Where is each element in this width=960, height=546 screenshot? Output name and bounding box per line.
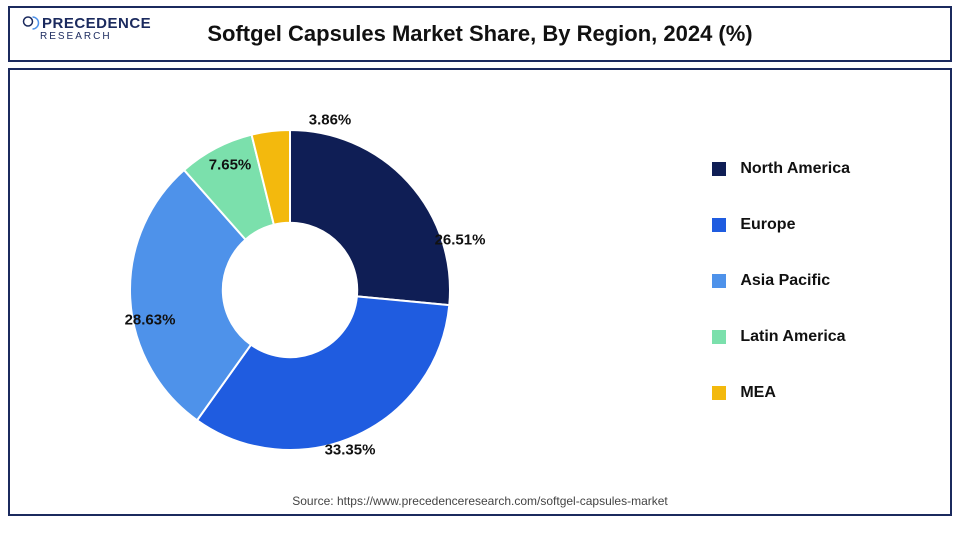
chart-container: 26.51% 33.35% 28.63% 7.65% 3.86% North Ameri… (8, 68, 952, 516)
legend-swatch (712, 330, 726, 344)
donut-svg (90, 90, 490, 490)
legend-label: MEA (740, 384, 776, 402)
brand-logo: PRECEDENCE RESEARCH (22, 14, 151, 42)
slice-label: 28.63% (125, 312, 176, 329)
legend: North America Europe Asia Pacific Latin Ame… (712, 160, 850, 402)
legend-swatch (712, 162, 726, 176)
slice-label: 26.51% (435, 232, 486, 249)
donut-slice (290, 130, 450, 305)
slice-label: 3.86% (309, 112, 352, 129)
legend-swatch (712, 274, 726, 288)
legend-item: Asia Pacific (712, 272, 850, 290)
legend-label: North America (740, 160, 850, 178)
legend-label: Asia Pacific (740, 272, 830, 290)
legend-swatch (712, 386, 726, 400)
header-bar: PRECEDENCE RESEARCH Softgel Capsules Mar… (8, 6, 952, 62)
source-text: Source: https://www.precedenceresearch.c… (10, 494, 950, 508)
legend-swatch (712, 218, 726, 232)
slice-label: 7.65% (209, 157, 252, 174)
legend-label: Europe (740, 216, 795, 234)
legend-label: Latin America (740, 328, 845, 346)
logo-icon (22, 14, 40, 32)
logo-sub-text: RESEARCH (40, 32, 112, 42)
legend-item: North America (712, 160, 850, 178)
donut-slice (197, 296, 449, 450)
legend-item: MEA (712, 384, 850, 402)
donut-chart: 26.51% 33.35% 28.63% 7.65% 3.86% (90, 90, 490, 490)
logo-main-text: PRECEDENCE (42, 16, 151, 31)
slice-label: 33.35% (325, 442, 376, 459)
legend-item: Europe (712, 216, 850, 234)
logo-main: PRECEDENCE (22, 14, 151, 32)
legend-item: Latin America (712, 328, 850, 346)
